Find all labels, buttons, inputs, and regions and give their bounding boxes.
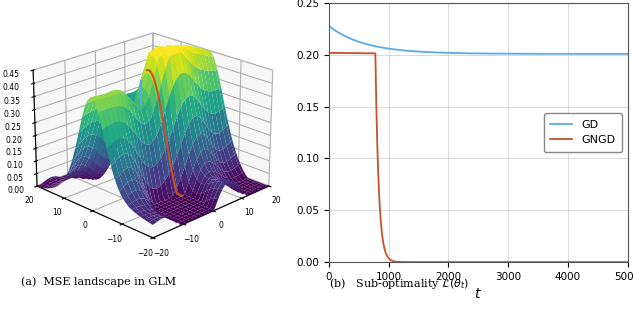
GNGD bbox=[604, 260, 612, 264]
GNGD bbox=[602, 260, 610, 264]
GD bbox=[602, 52, 610, 56]
GD bbox=[325, 24, 333, 28]
GNGD bbox=[469, 260, 477, 264]
Line: GD: GD bbox=[329, 26, 628, 54]
GD bbox=[532, 52, 540, 56]
GNGD bbox=[624, 260, 631, 264]
Text: (a)  MSE landscape in GLM: (a) MSE landscape in GLM bbox=[21, 276, 176, 287]
GD bbox=[624, 52, 631, 56]
GD bbox=[469, 51, 477, 55]
GNGD bbox=[595, 260, 602, 264]
GNGD bbox=[384, 255, 391, 258]
Line: GNGD: GNGD bbox=[329, 53, 628, 262]
Text: (b)   Sub-optimality $\mathcal{L}(\theta_t)$: (b) Sub-optimality $\mathcal{L}(\theta_t… bbox=[329, 276, 470, 291]
Legend: GD, GNGD: GD, GNGD bbox=[543, 113, 622, 152]
GD bbox=[384, 46, 391, 50]
GD bbox=[595, 52, 602, 56]
GNGD bbox=[532, 260, 540, 264]
GNGD bbox=[325, 51, 333, 55]
X-axis label: $t$: $t$ bbox=[474, 287, 482, 301]
GD bbox=[604, 52, 612, 56]
